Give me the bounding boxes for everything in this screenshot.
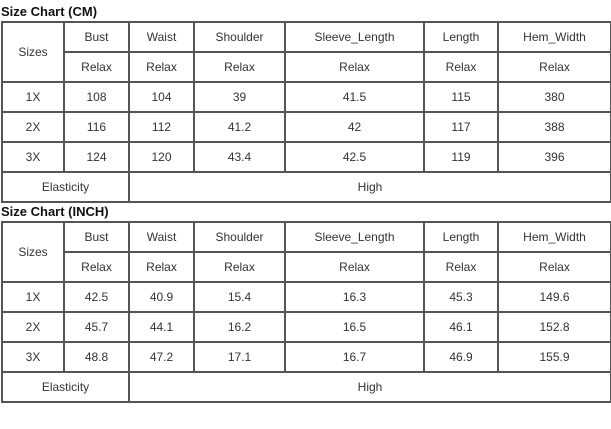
value-cell: 45.3 <box>423 281 499 313</box>
table-row: 1X 108 104 39 41.5 115 380 <box>1 81 611 113</box>
size-cell: 3X <box>1 141 65 173</box>
size-cell: 1X <box>1 281 65 313</box>
column-header: Sleeve_Length <box>284 221 425 253</box>
subheader-row: Relax Relax Relax Relax Relax Relax <box>2 51 611 83</box>
size-cell: 2X <box>1 311 65 343</box>
subheader-row: Relax Relax Relax Relax Relax Relax <box>2 251 611 283</box>
value-cell: 46.1 <box>423 311 499 343</box>
fit-subheader: Relax <box>284 251 425 283</box>
value-cell: 380 <box>497 81 611 113</box>
fit-subheader: Relax <box>63 51 130 83</box>
value-cell: 155.9 <box>497 341 611 373</box>
value-cell: 388 <box>497 111 611 143</box>
value-cell: 115 <box>423 81 499 113</box>
value-cell: 108 <box>63 81 130 113</box>
value-cell: 104 <box>128 81 195 113</box>
column-header: Hem_Width <box>497 21 611 53</box>
column-header: Hem_Width <box>497 221 611 253</box>
value-cell: 45.7 <box>63 311 130 343</box>
value-cell: 40.9 <box>128 281 195 313</box>
size-cell: 3X <box>1 341 65 373</box>
header-row: Sizes Bust Waist Shoulder Sleeve_Length Lengt… <box>1 221 611 283</box>
table-row: 1X 42.5 40.9 15.4 16.3 45.3 149.6 <box>1 281 611 313</box>
value-cell: 15.4 <box>193 281 286 313</box>
table-row: 2X 116 112 41.2 42 117 388 <box>1 111 611 143</box>
value-cell: 396 <box>497 141 611 173</box>
elasticity-label: Elasticity <box>1 171 130 203</box>
value-cell: 124 <box>63 141 130 173</box>
fit-subheader: Relax <box>128 51 195 83</box>
value-cell: 116 <box>63 111 130 143</box>
column-header: Length <box>423 221 499 253</box>
value-cell: 16.2 <box>193 311 286 343</box>
value-cell: 41.2 <box>193 111 286 143</box>
column-header: Shoulder <box>193 221 286 253</box>
value-cell: 120 <box>128 141 195 173</box>
value-cell: 42 <box>284 111 425 143</box>
fit-subheader: Relax <box>193 251 286 283</box>
elasticity-row: Elasticity High <box>1 371 611 403</box>
value-cell: 42.5 <box>284 141 425 173</box>
value-cell: 44.1 <box>128 311 195 343</box>
chart-title: Size Chart (INCH) <box>1 204 109 219</box>
size-table: Sizes Bust Waist Shoulder Sleeve_Length Lengt… <box>1 21 611 203</box>
column-header: Waist <box>128 21 195 53</box>
value-cell: 46.9 <box>423 341 499 373</box>
value-cell: 41.5 <box>284 81 425 113</box>
value-cell: 16.7 <box>284 341 425 373</box>
column-header: Bust <box>63 21 130 53</box>
size-charts: Size Chart (CM) Sizes Bust Waist Shoulder Sle… <box>0 3 611 403</box>
size-table: Sizes Bust Waist Shoulder Sleeve_Length Lengt… <box>1 221 611 403</box>
header-row: Sizes Bust Waist Shoulder Sleeve_Length Lengt… <box>1 21 611 83</box>
value-cell: 43.4 <box>193 141 286 173</box>
value-cell: 119 <box>423 141 499 173</box>
value-cell: 112 <box>128 111 195 143</box>
fit-subheader: Relax <box>423 251 499 283</box>
value-cell: 47.2 <box>128 341 195 373</box>
value-cell: 16.3 <box>284 281 425 313</box>
fit-subheader: Relax <box>497 251 611 283</box>
size-cell: 2X <box>1 111 65 143</box>
value-cell: 17.1 <box>193 341 286 373</box>
value-cell: 42.5 <box>63 281 130 313</box>
table-row: 3X 48.8 47.2 17.1 16.7 46.9 155.9 <box>1 341 611 373</box>
elasticity-value: High <box>128 371 611 403</box>
chart-title: Size Chart (CM) <box>1 4 98 19</box>
fit-subheader: Relax <box>284 51 425 83</box>
column-header: Length <box>423 21 499 53</box>
value-cell: 152.8 <box>497 311 611 343</box>
column-header: Bust <box>63 221 130 253</box>
value-cell: 39 <box>193 81 286 113</box>
elasticity-label: Elasticity <box>1 371 130 403</box>
elasticity-value: High <box>128 171 611 203</box>
fit-subheader: Relax <box>193 51 286 83</box>
fit-subheader: Relax <box>497 51 611 83</box>
fit-subheader: Relax <box>128 251 195 283</box>
fit-subheader: Relax <box>423 51 499 83</box>
value-cell: 149.6 <box>497 281 611 313</box>
sizes-header: Sizes <box>1 21 65 83</box>
sizes-header: Sizes <box>1 221 65 283</box>
value-cell: 16.5 <box>284 311 425 343</box>
value-cell: 48.8 <box>63 341 130 373</box>
column-header: Waist <box>128 221 195 253</box>
table-row: 2X 45.7 44.1 16.2 16.5 46.1 152.8 <box>1 311 611 343</box>
column-header: Sleeve_Length <box>284 21 425 53</box>
elasticity-row: Elasticity High <box>1 171 611 203</box>
value-cell: 117 <box>423 111 499 143</box>
size-cell: 1X <box>1 81 65 113</box>
fit-subheader: Relax <box>63 251 130 283</box>
table-row: 3X 124 120 43.4 42.5 119 396 <box>1 141 611 173</box>
column-header: Shoulder <box>193 21 286 53</box>
